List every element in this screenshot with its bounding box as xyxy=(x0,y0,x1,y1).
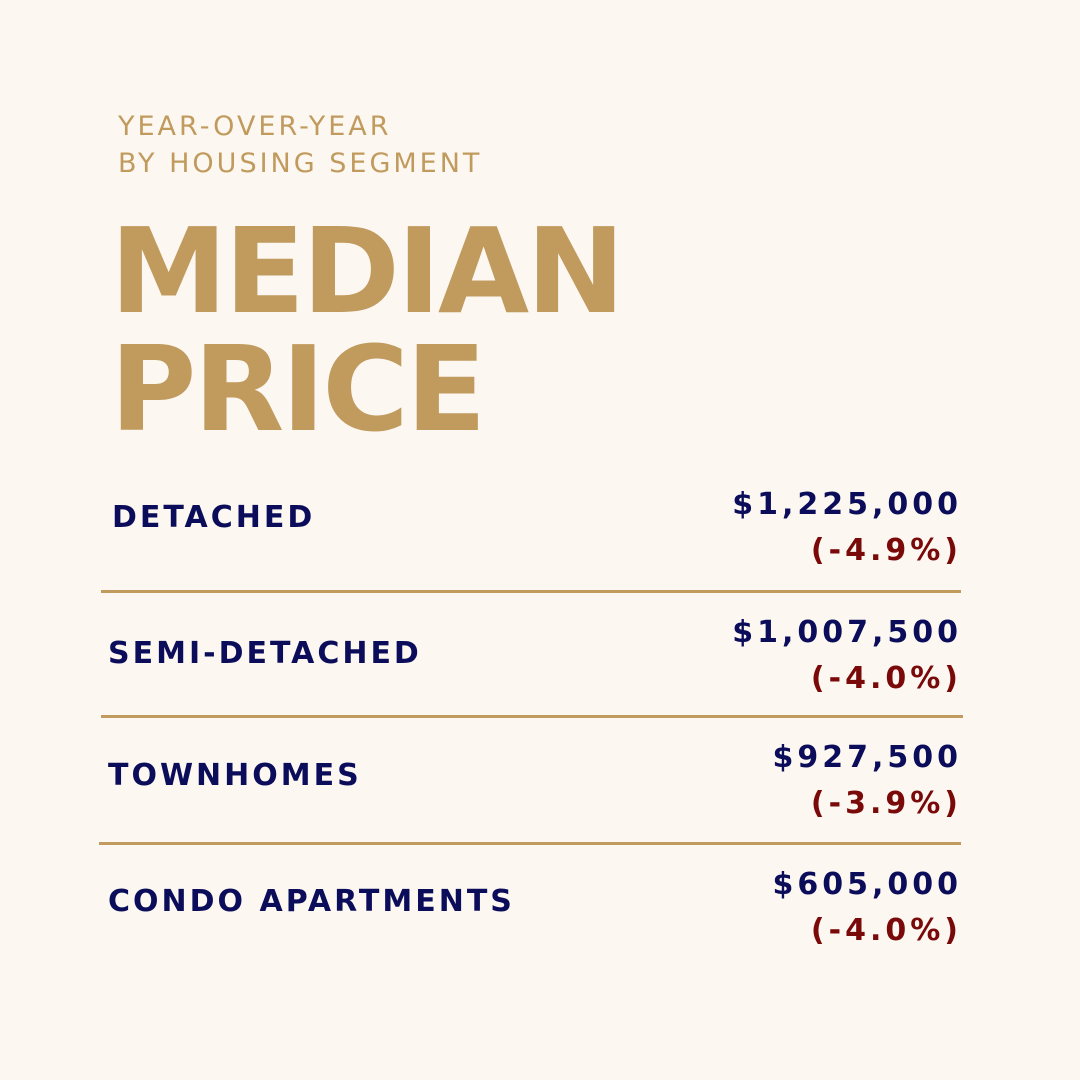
segment-label-townhomes: TOWNHOMES xyxy=(108,758,362,793)
divider xyxy=(101,590,961,593)
title-line-2: PRICE xyxy=(110,320,486,458)
segment-price: $927,500 xyxy=(772,740,962,775)
divider xyxy=(101,715,963,718)
page-title: MEDIAN PRICE xyxy=(110,202,625,458)
segment-change: (-3.9%) xyxy=(810,786,962,821)
segment-label-detached: DETACHED xyxy=(112,500,316,535)
subtitle: YEAR-OVER-YEAR BY HOUSING SEGMENT xyxy=(118,108,482,182)
title-line-1: MEDIAN xyxy=(110,202,625,340)
segment-price: $605,000 xyxy=(772,867,962,902)
segment-price: $1,007,500 xyxy=(732,615,962,650)
segment-label-condo-apartments: CONDO APARTMENTS xyxy=(108,884,515,919)
segment-change: (-4.0%) xyxy=(810,913,962,948)
subtitle-line-1: YEAR-OVER-YEAR xyxy=(118,111,392,142)
segment-change: (-4.0%) xyxy=(810,661,962,696)
segment-values-condo-apartments: $605,000 (-4.0%) xyxy=(772,862,962,954)
segment-change: (-4.9%) xyxy=(810,533,962,568)
segment-values-townhomes: $927,500 (-3.9%) xyxy=(772,735,962,827)
segment-values-semi-detached: $1,007,500 (-4.0%) xyxy=(732,610,962,702)
segment-values-detached: $1,225,000 (-4.9%) xyxy=(732,482,962,574)
segment-price: $1,225,000 xyxy=(732,487,962,522)
segment-label-semi-detached: SEMI-DETACHED xyxy=(108,636,422,671)
subtitle-line-2: BY HOUSING SEGMENT xyxy=(118,148,483,179)
divider xyxy=(99,842,961,845)
